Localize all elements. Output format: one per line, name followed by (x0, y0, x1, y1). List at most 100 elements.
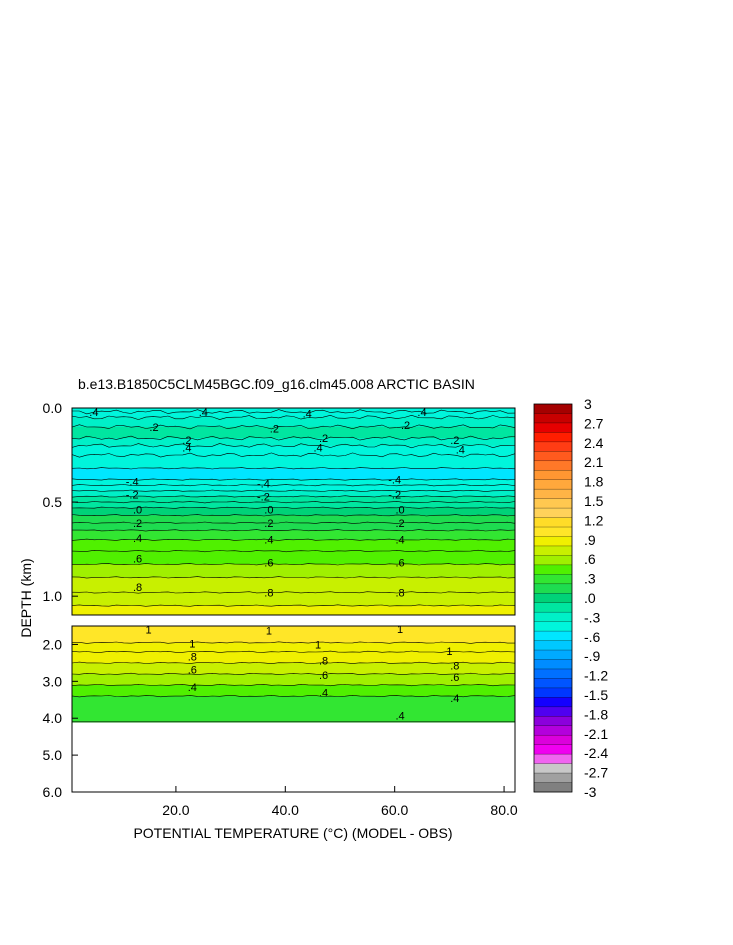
upper-band (72, 551, 515, 565)
contour-label: .4 (319, 687, 328, 699)
upper-contour-line (72, 478, 515, 481)
colorbar-swatch (534, 650, 572, 660)
colorbar-swatch (534, 498, 572, 509)
upper-contour-line (72, 591, 515, 594)
contour-label: .2 (396, 518, 405, 530)
colorbar-label: 1.2 (584, 512, 604, 528)
y-tick-label: 2.0 (43, 636, 63, 652)
colorbar-swatch (534, 508, 572, 518)
upper-band (72, 468, 515, 481)
colorbar-swatch (534, 640, 572, 651)
lower-contour-line (72, 661, 515, 665)
contour-label: .6 (396, 557, 405, 569)
colorbar-swatch (534, 479, 572, 490)
contour-label: .8 (319, 655, 328, 667)
lower-panel-frame (71, 625, 516, 793)
x-axis: 20.0 40.0 60.0 80.0 (162, 786, 518, 818)
colorbar-swatch (534, 432, 572, 443)
colorbar-swatch (534, 413, 572, 424)
contour-label: .4 (188, 682, 197, 694)
colorbar: 3 2.7 2.4 2.1 1.8 1.5 1.2 .9 .6 .3 .0 -.3 -.6 -.9 -1.2… (533, 396, 608, 800)
contour-label: .0 (264, 505, 273, 517)
colorbar-swatch (534, 631, 572, 641)
colorbar-label: 2.1 (584, 454, 604, 470)
lower-contour-line (72, 683, 515, 687)
upper-contour-line (72, 529, 515, 532)
upper-band (72, 455, 515, 469)
upper-contour-line (72, 414, 515, 420)
y-tick-label: 3.0 (43, 673, 63, 689)
contour-label: .2 (133, 518, 142, 530)
contour-label: -.4 (126, 476, 139, 488)
colorbar-swatch (534, 536, 572, 547)
upper-contour-line (72, 604, 515, 607)
chart-title: b.e13.B1850C5CLM45BGC.f09_g16.clm45.008 … (78, 376, 475, 392)
colorbar-swatch (534, 583, 572, 594)
colorbar-swatch (534, 773, 572, 783)
upper-band (72, 502, 515, 509)
contour-label: .8 (264, 587, 273, 599)
upper-contour-line (72, 489, 515, 492)
colorbar-label: 1.8 (584, 474, 604, 490)
colorbar-swatch (534, 451, 572, 462)
contour-label: -.4 (388, 475, 401, 487)
upper-band (72, 592, 515, 607)
colorbar-swatch (534, 527, 572, 537)
contour-label: 1 (146, 625, 152, 637)
contour-label: .6 (450, 672, 459, 684)
lower-contour-line (72, 650, 515, 653)
contour-label: .8 (188, 652, 197, 664)
upper-band (72, 438, 515, 447)
contour-label: 1 (189, 639, 195, 651)
colorbar-label: -1.5 (584, 687, 608, 703)
upper-contour-line (72, 563, 515, 566)
contour-label: .4 (417, 407, 426, 419)
contour-label: .2 (149, 422, 158, 434)
contour-label: .4 (89, 407, 98, 419)
lower-band (72, 651, 515, 664)
upper-contour-line (72, 495, 515, 498)
upper-contour-line (72, 452, 515, 458)
colorbar-swatch (534, 460, 572, 471)
lower-contour-line (72, 641, 515, 644)
lower-band (72, 696, 515, 723)
contour-label: -.2 (388, 490, 401, 502)
colorbar-label: -.9 (584, 648, 601, 664)
colorbar-swatch (534, 517, 572, 528)
upper-band (72, 605, 515, 615)
upper-band (72, 496, 515, 503)
upper-band (72, 408, 515, 413)
contour-label: .4 (182, 443, 191, 455)
colorbar-swatch (534, 706, 572, 717)
contour-label: .2 (319, 433, 328, 445)
upper-contour-line (72, 443, 515, 449)
colorbar-swatch (534, 564, 572, 575)
x-tick-label: 80.0 (490, 802, 517, 818)
upper-contour-line (72, 514, 515, 517)
colorbar-label: -1.2 (584, 668, 608, 684)
lower-contour-line (72, 694, 515, 698)
colorbar-swatch (534, 754, 572, 764)
colorbar-swatch (534, 678, 572, 689)
upper-contour-line (72, 409, 515, 415)
colorbar-swatch (534, 716, 572, 727)
upper-contour-line (72, 484, 515, 487)
colorbar-swatch (534, 763, 572, 774)
contour-label: .2 (264, 518, 273, 530)
lower-panel-fill (72, 626, 515, 723)
contour-label: .2 (182, 435, 191, 447)
y-tick-label: 6.0 (43, 784, 63, 800)
colorbar-swatch (534, 545, 572, 556)
colorbar-swatch (534, 782, 572, 793)
upper-panel-frame (71, 407, 516, 616)
upper-band (72, 577, 515, 594)
colorbar-swatch (534, 687, 572, 698)
contour-label: 1 (446, 646, 452, 658)
lower-band (72, 685, 515, 697)
upper-band (72, 479, 515, 486)
lower-band (72, 626, 515, 644)
contour-label: .0 (133, 505, 142, 517)
x-tick-label: 60.0 (381, 802, 408, 818)
upper-band (72, 564, 515, 578)
contour-label: .8 (133, 582, 142, 594)
